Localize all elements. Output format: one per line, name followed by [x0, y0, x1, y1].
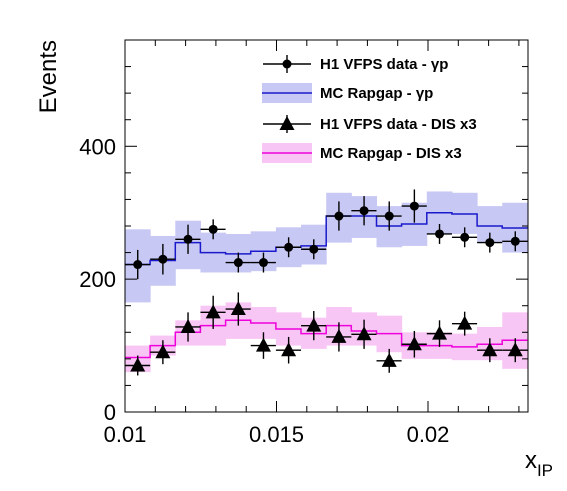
circle-marker — [284, 242, 294, 252]
data-point-gp — [150, 243, 176, 275]
triangle-marker — [406, 336, 422, 351]
data-points — [125, 189, 528, 376]
data-point-dis — [426, 320, 452, 347]
triangle-marker — [205, 304, 221, 319]
y-tick-label: 0 — [104, 400, 116, 425]
mc-histogram-line — [125, 319, 528, 359]
legend-label: H1 VFPS data - DIS x3 — [320, 116, 477, 133]
data-point-dis — [200, 295, 226, 329]
circle-marker — [409, 201, 419, 211]
triangle-marker — [507, 342, 523, 357]
data-point-dis — [401, 330, 427, 358]
triangle-marker — [306, 317, 322, 332]
data-point-dis — [326, 322, 352, 352]
circle-marker — [460, 232, 470, 242]
triangle-marker — [281, 342, 297, 357]
legend-entry: MC Rapgap - γp — [262, 83, 433, 103]
data-point-dis — [275, 336, 302, 364]
axis-tick-labels: 0.01 0.015 0.02 0 200 400 — [79, 134, 449, 447]
circle-marker — [359, 206, 369, 216]
legend-label: MC Rapgap - γp — [320, 85, 433, 102]
data-point-dis — [125, 355, 151, 376]
x-axis-title-subscript: IP — [537, 461, 553, 480]
x-axis-title: xIP — [525, 447, 553, 480]
x-tick-label: 0.01 — [104, 422, 147, 447]
legend-triangle-marker — [279, 116, 295, 130]
data-point-dis — [175, 312, 201, 342]
data-point-gp — [125, 249, 151, 280]
legend-circle-marker — [282, 59, 292, 69]
data-point-dis — [301, 311, 327, 341]
triangle-marker — [255, 337, 271, 352]
x-tick-label: 0.02 — [407, 422, 450, 447]
circle-marker — [158, 254, 168, 264]
legend-entry: MC Rapgap - DIS x3 — [262, 143, 462, 163]
circle-marker — [133, 260, 143, 270]
data-point-gp — [275, 237, 302, 258]
triangle-marker — [180, 318, 196, 333]
triangle-marker — [331, 328, 347, 343]
legend: H1 VFPS data - γp MC Rapgap - γp H1 VFPS d… — [262, 55, 477, 163]
triangle-marker — [432, 325, 448, 340]
data-point-gp — [225, 252, 251, 273]
circle-marker — [334, 211, 344, 221]
circle-marker — [485, 238, 495, 248]
data-point-gp — [401, 189, 427, 223]
data-point-dis — [376, 348, 402, 373]
y-tick-label: 400 — [79, 134, 116, 159]
data-point-gp — [200, 219, 226, 240]
data-point-dis — [250, 332, 276, 359]
triangle-marker — [381, 352, 397, 367]
legend-label: MC Rapgap - DIS x3 — [320, 145, 462, 162]
mc-histogram-line — [125, 211, 528, 266]
circle-marker — [510, 236, 520, 246]
circle-marker — [233, 258, 243, 268]
data-point-dis — [351, 319, 377, 349]
x-tick-label: 0.015 — [249, 422, 304, 447]
data-point-gp — [351, 196, 377, 226]
y-tick-label: 200 — [79, 267, 116, 292]
triangle-marker — [482, 342, 498, 357]
circle-marker — [384, 211, 394, 221]
legend-label: H1 VFPS data - γp — [320, 56, 448, 73]
triangle-marker — [155, 344, 171, 359]
circle-marker — [258, 258, 268, 268]
data-point-gp — [326, 201, 352, 231]
data-point-dis — [477, 338, 503, 363]
data-point-dis — [451, 311, 478, 336]
data-point-gp — [301, 239, 327, 260]
legend-entry: H1 VFPS data - DIS x3 — [263, 115, 477, 133]
triangle-marker — [230, 301, 246, 316]
data-point-gp — [477, 232, 503, 253]
y-axis-title: Events — [35, 40, 62, 113]
triangle-marker — [457, 315, 473, 330]
data-point-gp — [502, 231, 528, 252]
triangle-marker — [356, 326, 372, 341]
data-point-gp — [376, 201, 402, 231]
data-point-gp — [175, 224, 201, 254]
axis-ticks — [124, 39, 528, 413]
data-point-gp — [426, 224, 452, 244]
triangle-marker — [130, 357, 146, 372]
circle-marker — [208, 224, 218, 234]
circle-marker — [435, 229, 445, 239]
data-point-dis — [150, 340, 176, 365]
circle-marker — [309, 244, 319, 254]
legend-entry: H1 VFPS data - γp — [263, 55, 448, 73]
mc-histograms — [125, 211, 528, 359]
data-point-gp — [451, 227, 478, 248]
data-point-dis — [502, 338, 528, 363]
data-point-dis — [225, 292, 251, 326]
data-point-gp — [250, 252, 276, 273]
circle-marker — [183, 234, 193, 244]
x-axis-title-main: x — [525, 447, 537, 474]
